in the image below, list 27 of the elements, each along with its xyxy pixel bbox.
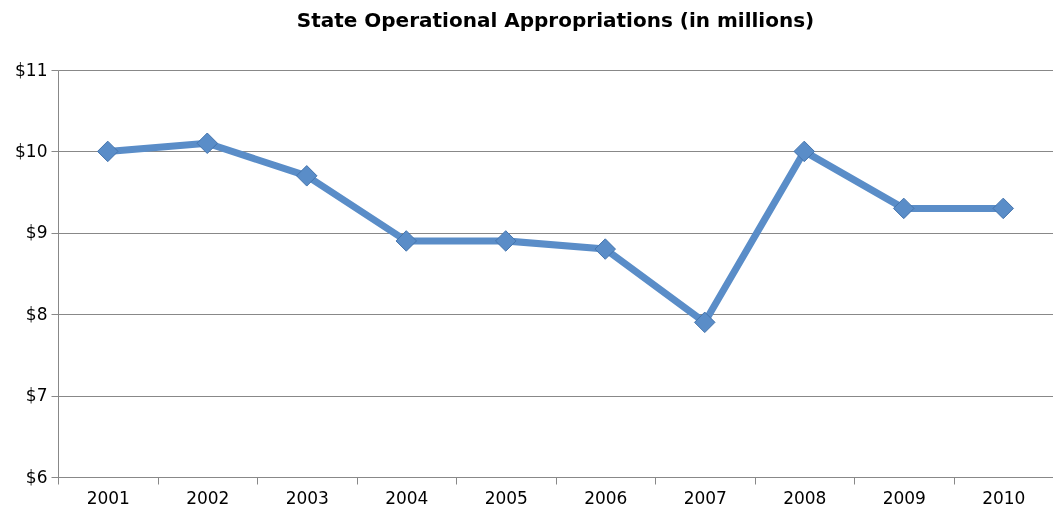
x-tick-label: 2010 [982, 487, 1026, 508]
y-tick-label: $9 [25, 222, 48, 243]
point [395, 230, 417, 252]
point [694, 311, 716, 334]
x-tick-label: 2009 [882, 487, 926, 508]
point [793, 140, 815, 163]
point [992, 197, 1014, 220]
y-tick-label: $10 [15, 140, 48, 161]
x-tick-label: 2001 [86, 487, 130, 508]
point [196, 132, 218, 155]
x-tick-label: 2006 [584, 487, 628, 508]
x-tick-label: 2008 [783, 487, 827, 508]
x-tick-label: 2004 [385, 487, 429, 508]
point [296, 165, 318, 187]
x-tick-label: 2002 [186, 487, 230, 508]
point [495, 230, 517, 252]
x-tick-label: 2007 [683, 487, 727, 508]
x-tick-label: 2003 [285, 487, 329, 508]
y-tick-label: $8 [25, 303, 48, 324]
y-tick-label: $11 [15, 59, 48, 80]
x-tick-label: 2005 [484, 487, 528, 508]
point [594, 238, 616, 260]
chart-title: State Operational Appropriations (in millions) [296, 8, 815, 32]
y-tick-label: $7 [25, 385, 48, 406]
point [97, 140, 119, 163]
point [893, 197, 915, 220]
y-tick-label: $6 [25, 466, 48, 487]
